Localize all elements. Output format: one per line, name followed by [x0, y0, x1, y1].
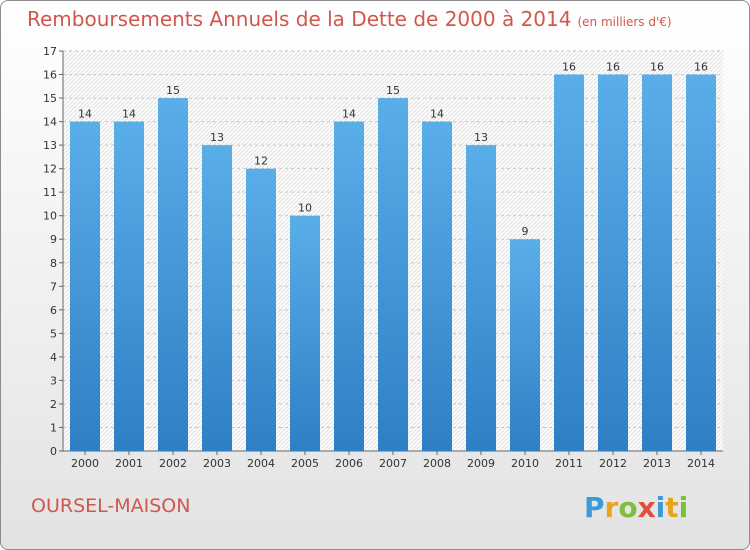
bar: [686, 74, 716, 451]
bar-value-label: 10: [298, 202, 312, 215]
y-tick-label: 4: [50, 351, 57, 364]
bar-value-label: 16: [606, 61, 620, 74]
bar: [642, 74, 672, 451]
y-tick-label: 11: [43, 186, 57, 199]
bar: [70, 121, 100, 452]
bar-value-label: 13: [210, 131, 224, 144]
bar-value-label: 14: [430, 108, 444, 121]
bar: [554, 74, 584, 451]
bar-value-label: 13: [474, 131, 488, 144]
proxiti-logo: Proxiti: [584, 491, 688, 524]
x-tick-label: 2000: [71, 457, 99, 470]
bar-value-label: 9: [522, 225, 529, 238]
chart-title: Remboursements Annuels de la Dette de 20…: [27, 7, 672, 31]
y-tick-label: 1: [50, 421, 57, 434]
y-tick-label: 13: [43, 139, 57, 152]
logo-letter: t: [665, 491, 679, 524]
plot-area: 0123456789101112131415161714200014200115…: [43, 45, 723, 470]
bar: [510, 239, 540, 451]
bar: [290, 215, 320, 451]
y-tick-label: 12: [43, 163, 57, 176]
y-tick-label: 2: [50, 398, 57, 411]
bar-value-label: 14: [78, 108, 92, 121]
x-tick-label: 2014: [687, 457, 715, 470]
logo-letter: P: [584, 491, 605, 524]
bar: [246, 168, 276, 451]
y-tick-label: 16: [43, 69, 57, 82]
bar-value-label: 15: [386, 84, 400, 97]
bar: [422, 121, 452, 452]
logo-letter: x: [637, 491, 656, 524]
logo-letter: i: [655, 491, 666, 524]
x-tick-label: 2008: [423, 457, 451, 470]
bar: [378, 98, 408, 451]
x-tick-label: 2001: [115, 457, 143, 470]
x-tick-label: 2012: [599, 457, 627, 470]
y-tick-label: 3: [50, 374, 57, 387]
x-tick-label: 2009: [467, 457, 495, 470]
bar: [158, 98, 188, 451]
bar-value-label: 14: [122, 108, 136, 121]
chart-title-text: Remboursements Annuels de la Dette de 20…: [27, 7, 572, 31]
bar-value-label: 16: [694, 61, 708, 74]
bar-value-label: 12: [254, 155, 268, 168]
bar: [598, 74, 628, 451]
chart-unit-note: (en milliers d'€): [577, 15, 672, 29]
logo-letter: r: [604, 491, 619, 524]
bar-value-label: 16: [562, 61, 576, 74]
x-tick-label: 2007: [379, 457, 407, 470]
y-tick-label: 5: [50, 327, 57, 340]
bar: [114, 121, 144, 452]
x-tick-label: 2002: [159, 457, 187, 470]
x-tick-label: 2006: [335, 457, 363, 470]
bar: [202, 145, 232, 451]
y-tick-label: 6: [50, 304, 57, 317]
y-tick-label: 9: [50, 233, 57, 246]
bar: [466, 145, 496, 451]
x-tick-label: 2011: [555, 457, 583, 470]
commune-name: OURSEL-MAISON: [31, 495, 191, 517]
y-tick-label: 14: [43, 116, 57, 129]
y-tick-label: 0: [50, 445, 57, 458]
x-tick-label: 2010: [511, 457, 539, 470]
logo-letter: i: [678, 491, 689, 524]
bar-value-label: 16: [650, 61, 664, 74]
x-tick-label: 2005: [291, 457, 319, 470]
x-tick-label: 2013: [643, 457, 671, 470]
bar-value-label: 15: [166, 84, 180, 97]
y-tick-label: 7: [50, 280, 57, 293]
x-tick-label: 2004: [247, 457, 275, 470]
y-tick-label: 15: [43, 92, 57, 105]
y-tick-label: 17: [43, 45, 57, 58]
y-tick-label: 8: [50, 257, 57, 270]
y-tick-label: 10: [43, 210, 57, 223]
logo-letter: o: [618, 491, 638, 524]
bar: [334, 121, 364, 452]
bar-value-label: 14: [342, 108, 356, 121]
x-tick-label: 2003: [203, 457, 231, 470]
